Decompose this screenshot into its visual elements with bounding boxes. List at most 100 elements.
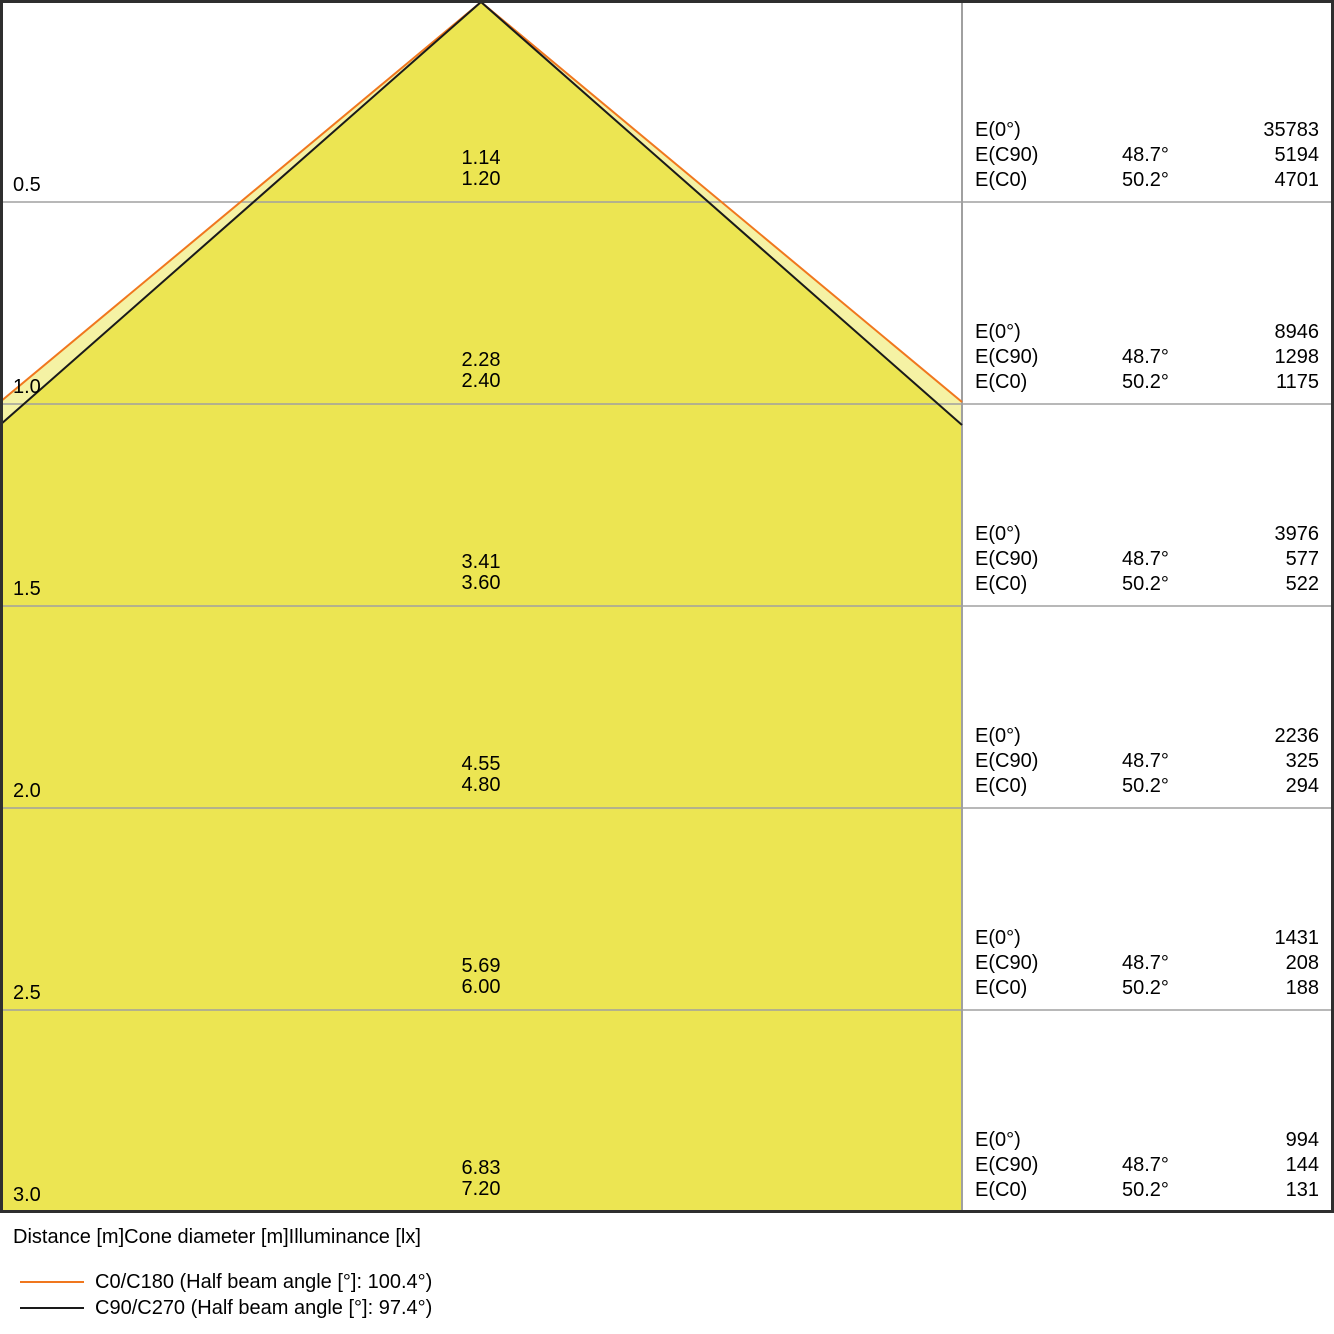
e0-value: 994 — [1285, 1129, 1319, 1151]
cone-row: 3.0 6.83 7.20 E(0°) 994 E(C90) 48.7° 144… — [0, 1010, 1334, 1212]
legend-item-c0-c180: C0/C180 (Half beam angle [°]: 100.4°) — [20, 1269, 432, 1295]
illuminance-values: E(0°) 2236 E(C90) 48.7° 325 E(C0) 50.2° … — [0, 724, 1334, 799]
ec0-value: 1175 — [1275, 371, 1319, 393]
e0-label: E(0°) — [975, 119, 1021, 141]
cone-diameter-c90-value: 5.69 — [461, 955, 501, 977]
ec90-row: E(C90) 48.7° 577 — [0, 547, 1334, 572]
cone-diameter-labels: 5.69 6.00 — [0, 956, 962, 998]
ec90-angle: 48.7° — [1122, 346, 1169, 368]
ec90-value: 5194 — [1274, 144, 1320, 166]
cone-diameter-labels: 1.14 1.20 — [0, 148, 962, 190]
distance-label: 1.5 — [13, 578, 41, 600]
ec90-angle: 48.7° — [1122, 144, 1169, 166]
ec90-value: 1298 — [1274, 346, 1320, 368]
ec90-row: E(C90) 48.7° 1298 — [0, 345, 1334, 370]
ec90-angle: 48.7° — [1122, 952, 1169, 974]
e0-label: E(0°) — [975, 321, 1021, 343]
cone-diameter-c0-value: 2.40 — [461, 370, 501, 392]
ec90-angle: 48.7° — [1122, 750, 1169, 772]
illuminance-values: E(0°) 8946 E(C90) 48.7° 1298 E(C0) 50.2°… — [0, 320, 1334, 395]
cone-diameter-c90-value: 2.28 — [461, 349, 501, 371]
e0-row: E(0°) 3976 — [0, 522, 1334, 547]
e0-label: E(0°) — [975, 523, 1021, 545]
cone-diameter-c90-value: 4.55 — [461, 753, 501, 775]
distance-label: 2.0 — [13, 780, 41, 802]
legend-item-label: C90/C270 (Half beam angle [°]: 97.4°) — [95, 1296, 433, 1319]
e0-row: E(0°) 994 — [0, 1128, 1334, 1153]
e0-label: E(0°) — [975, 927, 1021, 949]
cone-row: 2.5 5.69 6.00 E(0°) 1431 E(C90) 48.7° 20… — [0, 808, 1334, 1010]
ec0-label: E(C0) — [975, 977, 1028, 999]
ec90-row: E(C90) 48.7° 325 — [0, 749, 1334, 774]
ec90-row: E(C90) 48.7° 5194 — [0, 143, 1334, 168]
distance-label: 2.5 — [13, 982, 41, 1004]
ec0-row: E(C0) 50.2° 131 — [0, 1178, 1334, 1203]
e0-row: E(0°) 35783 — [0, 118, 1334, 143]
ec90-label: E(C90) — [975, 548, 1039, 570]
ec90-angle: 48.7° — [1122, 548, 1169, 570]
ec0-value: 4701 — [1274, 169, 1320, 191]
distance-label: 0.5 — [13, 174, 41, 196]
ec0-row: E(C0) 50.2° 1175 — [0, 370, 1334, 395]
e0-value: 1431 — [1274, 927, 1320, 949]
ec0-value: 131 — [1285, 1179, 1319, 1201]
ec0-label: E(C0) — [975, 573, 1028, 595]
e0-value: 8946 — [1274, 321, 1320, 343]
e0-label: E(0°) — [975, 1129, 1021, 1151]
ec0-value: 188 — [1285, 977, 1319, 999]
cone-diameter-c90-value: 1.14 — [461, 147, 501, 169]
grid-lines — [2, 2, 1332, 1212]
ec0-row: E(C0) 50.2° 522 — [0, 572, 1334, 597]
cone-diameter-labels: 4.55 4.80 — [0, 754, 962, 796]
cone-diameter-c0-value: 7.20 — [461, 1178, 501, 1200]
ec90-row: E(C90) 48.7° 208 — [0, 951, 1334, 976]
legend-item-label: C0/C180 (Half beam angle [°]: 100.4°) — [95, 1270, 433, 1293]
ec90-label: E(C90) — [975, 952, 1039, 974]
illuminance-values: E(0°) 994 E(C90) 48.7° 144 E(C0) 50.2° 1… — [0, 1128, 1334, 1203]
ec90-label: E(C90) — [975, 750, 1039, 772]
e0-value: 2236 — [1274, 725, 1320, 747]
ec0-label: E(C0) — [975, 1179, 1028, 1201]
c90-c270-line-swatch — [20, 1307, 84, 1309]
e0-value: 3976 — [1274, 523, 1320, 545]
ec0-angle: 50.2° — [1122, 371, 1169, 393]
cone-diameter-labels: 2.28 2.40 — [0, 350, 962, 392]
cone-diameter-c0-value: 6.00 — [461, 976, 501, 998]
ec90-label: E(C90) — [975, 144, 1039, 166]
cone-row: 2.0 4.55 4.80 E(0°) 2236 E(C90) 48.7° 32… — [0, 606, 1334, 808]
ec0-value: 522 — [1285, 573, 1319, 595]
ec0-row: E(C0) 50.2° 294 — [0, 774, 1334, 799]
ec0-label: E(C0) — [975, 775, 1028, 797]
ec0-angle: 50.2° — [1122, 169, 1169, 191]
ec0-row: E(C0) 50.2° 188 — [0, 976, 1334, 1001]
e0-row: E(0°) 2236 — [0, 724, 1334, 749]
illuminance-values: E(0°) 1431 E(C90) 48.7° 208 E(C0) 50.2° … — [0, 926, 1334, 1001]
distance-label: 1.0 — [13, 376, 41, 398]
cone-diameter-c0-value: 3.60 — [461, 572, 501, 594]
illuminance-values: E(0°) 35783 E(C90) 48.7° 5194 E(C0) 50.2… — [0, 118, 1334, 193]
cone-row: 1.0 2.28 2.40 E(0°) 8946 E(C90) 48.7° 12… — [0, 202, 1334, 404]
e0-row: E(0°) 1431 — [0, 926, 1334, 951]
cone-diameter-c0-value: 4.80 — [461, 774, 501, 796]
e0-value: 35783 — [1263, 119, 1319, 141]
legend-item-c90-c270: C90/C270 (Half beam angle [°]: 97.4°) — [20, 1295, 432, 1321]
ec90-value: 325 — [1285, 750, 1319, 772]
cone-row: 0.5 1.14 1.20 E(0°) 35783 E(C90) 48.7° 5… — [0, 0, 1334, 202]
cone-diameter-labels: 6.83 7.20 — [0, 1158, 962, 1200]
chart-border — [0, 0, 1334, 1213]
c0-c180-line-swatch — [20, 1281, 84, 1283]
e0-row: E(0°) 8946 — [0, 320, 1334, 345]
ec0-value: 294 — [1285, 775, 1319, 797]
ec0-label: E(C0) — [975, 169, 1028, 191]
cone-chart-svg — [0, 0, 1334, 1213]
cone-row: 1.5 3.41 3.60 E(0°) 3976 E(C90) 48.7° 57… — [0, 404, 1334, 606]
ec0-angle: 50.2° — [1122, 1179, 1169, 1201]
ec0-label: E(C0) — [975, 371, 1028, 393]
ec90-value: 144 — [1285, 1154, 1319, 1176]
cone-fill-c90-c270 — [0, 2, 962, 1212]
ec0-angle: 50.2° — [1122, 775, 1169, 797]
cone-diameter-c90-value: 3.41 — [461, 551, 501, 573]
ec0-angle: 50.2° — [1122, 977, 1169, 999]
ec90-label: E(C90) — [975, 1154, 1039, 1176]
